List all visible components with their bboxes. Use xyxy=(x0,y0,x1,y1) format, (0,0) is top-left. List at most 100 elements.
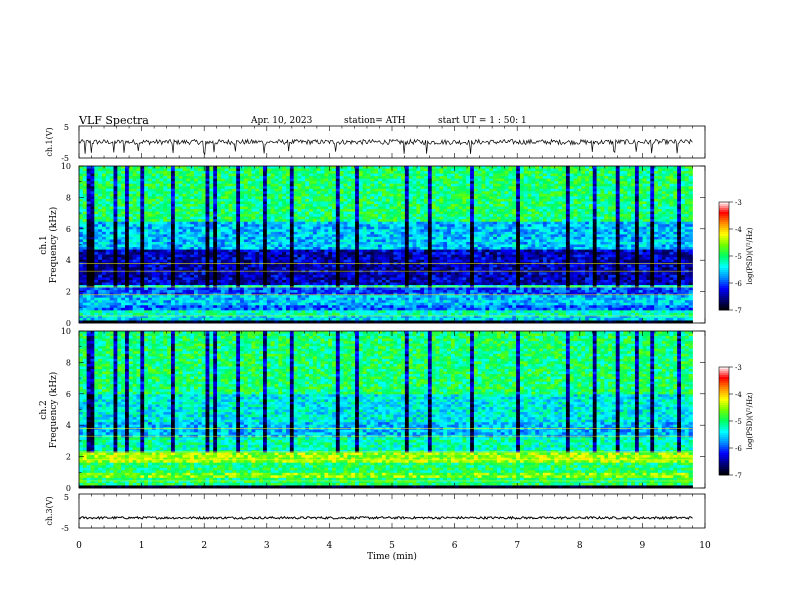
spectrogram-cell xyxy=(152,179,156,182)
spectrogram-cell xyxy=(129,262,133,265)
spectrogram-cell xyxy=(317,229,321,232)
spectrogram-cell xyxy=(374,204,378,207)
spectrogram-cell xyxy=(271,282,275,285)
spectrogram-cell xyxy=(286,300,290,303)
spectrogram-cell xyxy=(87,277,91,280)
spectrogram-cell xyxy=(194,300,198,303)
spectrogram-cell xyxy=(221,288,225,291)
spectrogram-cell xyxy=(206,169,210,172)
spectrogram-cell xyxy=(255,239,259,242)
spectrogram-cell xyxy=(367,201,371,204)
spectrogram-cell xyxy=(186,219,190,222)
spectrogram-cell xyxy=(190,265,194,268)
spectrogram-cell xyxy=(328,219,332,222)
spectrogram-cell xyxy=(232,308,236,311)
spectrogram-cell xyxy=(294,282,298,285)
spectrogram-cell xyxy=(347,275,351,278)
spectrogram-cell xyxy=(374,247,378,250)
spectrogram-cell xyxy=(217,234,221,237)
spectrogram-cell xyxy=(340,285,344,288)
spectrogram-cell xyxy=(171,252,175,255)
spectrogram-cell xyxy=(125,207,129,210)
spectrogram-cell xyxy=(340,305,344,308)
spectrogram-cell xyxy=(236,222,240,225)
spectrogram-cell xyxy=(183,252,187,255)
spectrogram-cell xyxy=(378,204,382,207)
spectrogram-cell xyxy=(94,295,98,298)
spectrogram-cell xyxy=(286,227,290,230)
spectrogram-cell xyxy=(313,184,317,187)
spectrogram-cell xyxy=(321,219,325,222)
spectrogram-cell xyxy=(324,310,328,313)
spectrogram-cell xyxy=(259,166,263,169)
spectrogram-cell xyxy=(301,224,305,227)
spectrogram-cell xyxy=(160,300,164,303)
spectrogram-cell xyxy=(309,310,313,313)
spectrogram-cell xyxy=(98,313,102,316)
spectrogram-cell xyxy=(355,201,359,204)
spectrogram-cell xyxy=(347,207,351,210)
spectrogram-cell xyxy=(305,194,309,197)
spectrogram-cell xyxy=(240,318,244,321)
spectrogram-cell xyxy=(305,275,309,278)
spectrogram-cell xyxy=(378,282,382,285)
spectrogram-cell xyxy=(229,303,233,306)
spectrogram-cell xyxy=(221,222,225,225)
spectrogram-cell xyxy=(267,194,271,197)
spectrogram-cell xyxy=(117,295,121,298)
spectrogram-cell xyxy=(106,191,110,194)
spectrogram-cell xyxy=(317,275,321,278)
spectrogram-cell xyxy=(133,280,137,283)
spectrogram-cell xyxy=(121,217,125,220)
spectrogram-cell xyxy=(79,189,83,192)
spectrogram-cell xyxy=(133,189,137,192)
spectrogram-cell xyxy=(263,285,267,288)
spectrogram-cell xyxy=(271,288,275,291)
spectrogram-cell xyxy=(213,267,217,270)
spectrogram-cell xyxy=(324,313,328,316)
spectrogram-cell xyxy=(171,285,175,288)
spectrogram-cell xyxy=(313,227,317,230)
spectrogram-cell xyxy=(217,282,221,285)
spectrogram-cell xyxy=(171,189,175,192)
spectrogram-cell xyxy=(167,196,171,199)
spectrogram-cell xyxy=(217,204,221,207)
spectrogram-cell xyxy=(275,295,279,298)
spectrogram-cell xyxy=(328,239,332,242)
spectrogram-cell xyxy=(328,234,332,237)
spectrogram-cell xyxy=(301,313,305,316)
spectrogram-cell xyxy=(332,260,336,263)
spectrogram-cell xyxy=(110,303,114,306)
spectrogram-cell xyxy=(255,257,259,260)
spectrogram-cell xyxy=(374,169,378,172)
spectrogram-cell xyxy=(309,255,313,258)
spectrogram-cell xyxy=(217,199,221,202)
spectrogram-cell xyxy=(167,305,171,308)
spectrogram-cell xyxy=(240,310,244,313)
spectrogram-cell xyxy=(87,265,91,268)
spectrogram-cell xyxy=(275,186,279,189)
spectrogram-cell xyxy=(248,303,252,306)
spectrogram-cell xyxy=(332,194,336,197)
spectrogram-cell xyxy=(340,181,344,184)
spectrogram-cell xyxy=(344,300,348,303)
spectrogram-cell xyxy=(313,204,317,207)
spectrogram-cell xyxy=(91,169,95,172)
spectrogram-cell xyxy=(121,204,125,207)
spectrogram-cell xyxy=(290,275,294,278)
spectrogram-cell xyxy=(263,262,267,265)
spectrogram-cell xyxy=(298,219,302,222)
spectrogram-cell xyxy=(202,242,206,245)
spectrogram-cell xyxy=(255,277,259,280)
spectrogram-cell xyxy=(83,293,87,296)
spectrogram-cell xyxy=(321,189,325,192)
spectrogram-cell xyxy=(133,181,137,184)
spectrogram-cell xyxy=(309,181,313,184)
spectrogram-cell xyxy=(225,199,229,202)
spectrogram-cell xyxy=(133,186,137,189)
spectrogram-cell xyxy=(179,207,183,210)
spectrogram-cell xyxy=(275,262,279,265)
spectrogram-cell xyxy=(290,171,294,174)
spectrogram-cell xyxy=(367,222,371,225)
spectrogram-cell xyxy=(359,305,363,308)
